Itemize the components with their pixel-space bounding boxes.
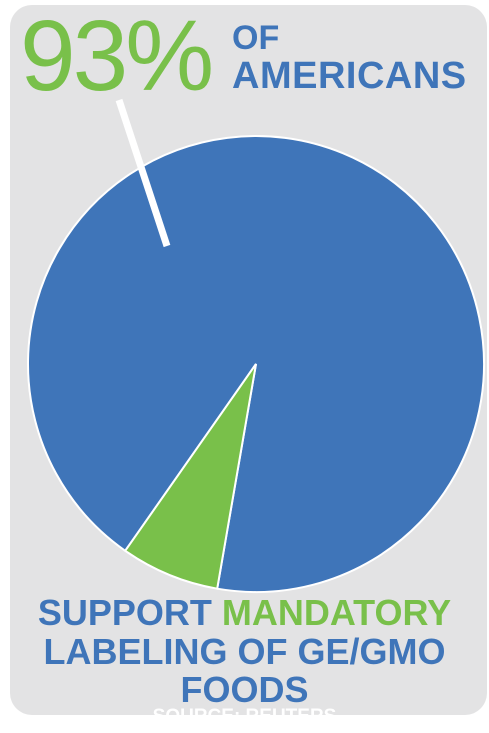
pie-slice-other bbox=[123, 363, 257, 590]
headline-americans: AMERICANS bbox=[232, 55, 467, 97]
caption-line-3: FOODS bbox=[180, 669, 309, 710]
caption-support: SUPPORT bbox=[37, 592, 222, 633]
headline-of: OF bbox=[232, 19, 280, 57]
pie-pointer bbox=[115, 98, 171, 248]
caption-line-2: LABELING OF GE/GMO bbox=[43, 631, 446, 672]
headline-percent: 93% bbox=[20, 0, 214, 112]
caption-line-1: SUPPORT MANDATORY bbox=[0, 595, 489, 631]
source-label: SOURCE: REUTERS bbox=[152, 706, 337, 727]
caption-mandatory: MANDATORY bbox=[221, 592, 452, 633]
